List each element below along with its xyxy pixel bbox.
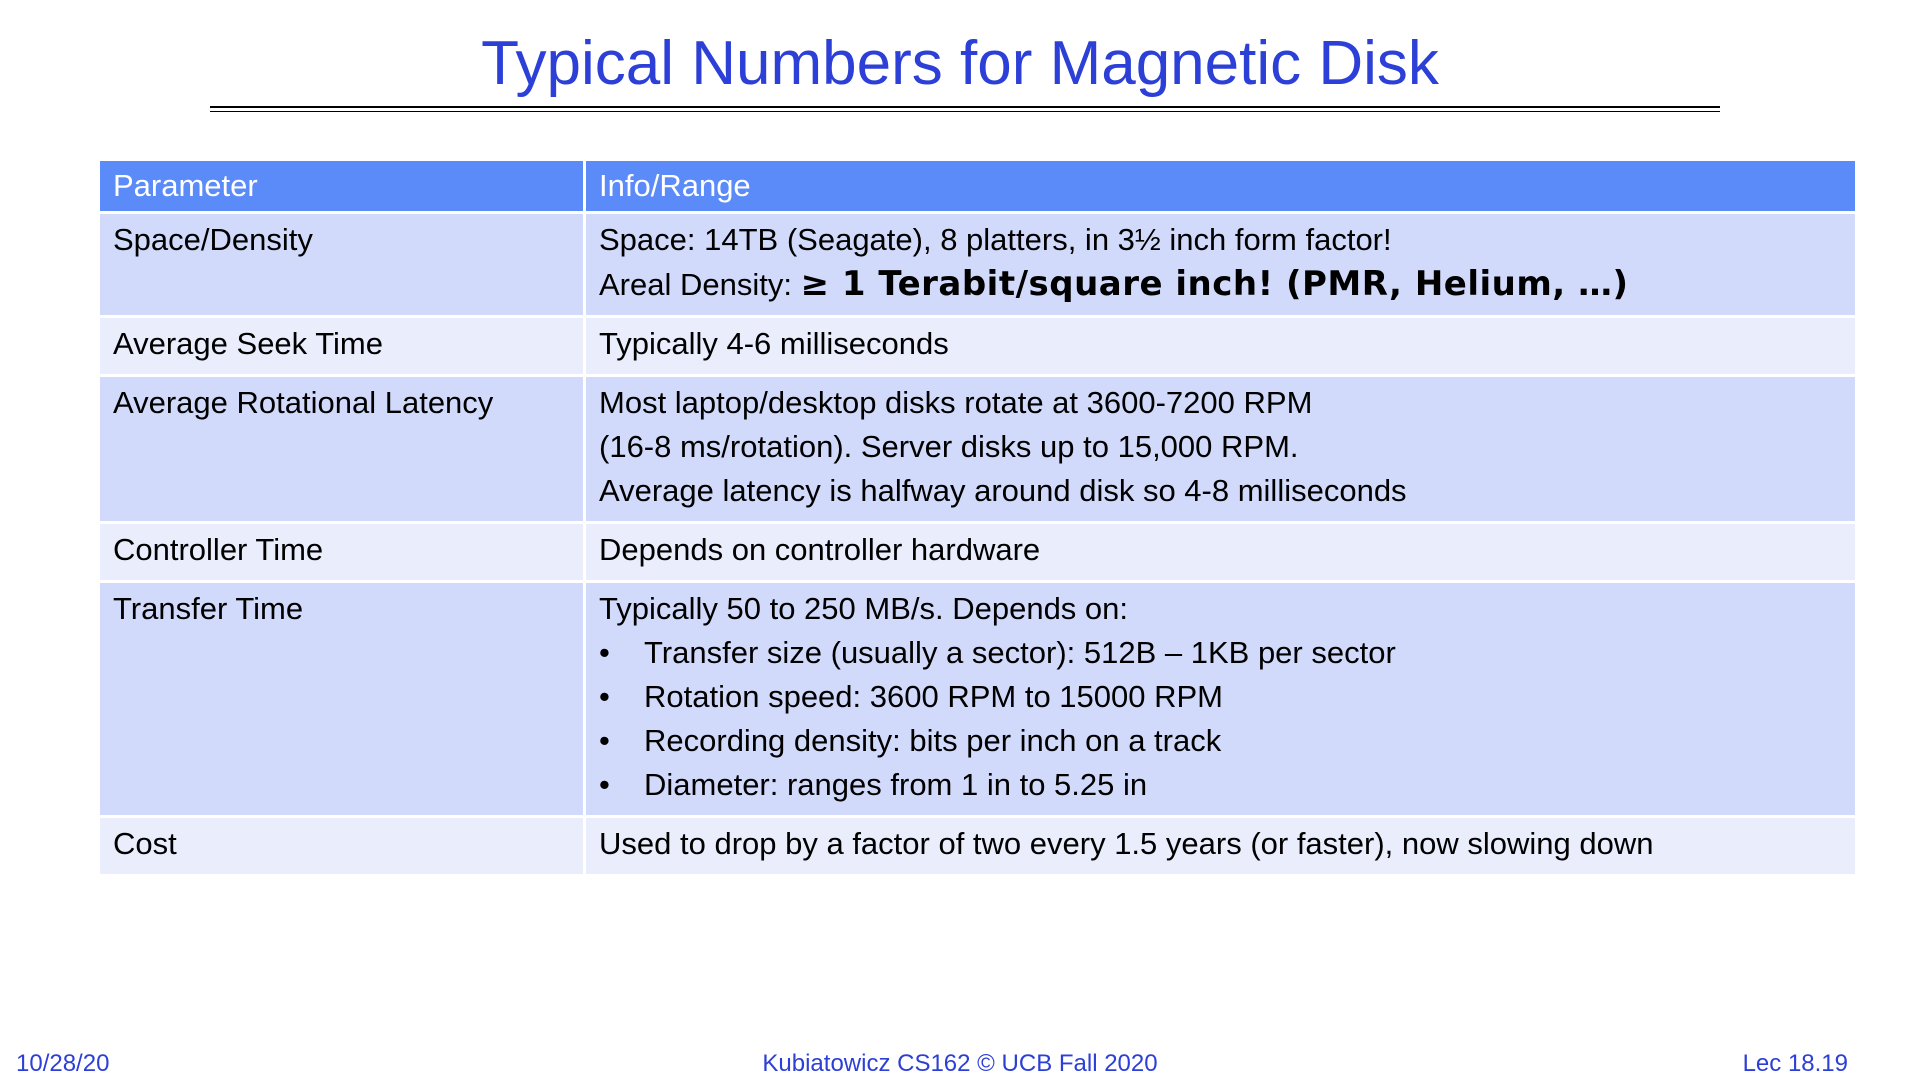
list-item-text: Rotation speed: 3600 RPM to 15000 RPM [644,679,1224,714]
list-item-text: Transfer size (usually a sector): 512B –… [644,635,1396,670]
list-item: • Recording density: bits per inch on a t… [599,719,1842,763]
header-info-range: Info/Range [583,158,1858,214]
list-item: • Rotation speed: 3600 RPM to 15000 RPM [599,675,1842,719]
list-item-text: Diameter: ranges from 1 in to 5.25 in [644,767,1148,802]
bullet-icon: • [599,767,610,802]
info-line: Typically 4-6 milliseconds [599,326,949,361]
table-header-row: Parameter Info/Range [97,158,1858,214]
parameter-cell: Average Rotational Latency [97,374,586,524]
slide-title: Typical Numbers for Magnetic Disk [481,29,1439,98]
info-line: Used to drop by a factor of two every 1.… [599,826,1654,861]
bullet-icon: • [599,723,610,758]
info-line: Depends on controller hardware [599,532,1041,567]
table-row: Cost Used to drop by a factor of two eve… [97,815,1858,877]
info-line: Typically 50 to 250 MB/s. Depends on: [599,591,1129,626]
areal-density-label: Areal Density: [599,267,801,302]
info-line: Average latency is halfway around disk s… [599,473,1407,508]
transfer-factors-list: • Transfer size (usually a sector): 512B … [599,631,1842,807]
table-row: Transfer Time Typically 50 to 250 MB/s. … [97,580,1858,818]
disk-parameters-table: Parameter Info/Range Space/Density Space… [97,158,1858,877]
info-line: Areal Density: ≥ 1 Terabit/square inch! … [599,262,1842,307]
footer-course: Kubiatowicz CS162 © UCB Fall 2020 [762,1050,1158,1077]
footer-date: 10/28/20 [16,1050,110,1077]
list-item-text: Recording density: bits per inch on a tr… [644,723,1222,758]
header-parameter: Parameter [97,158,586,214]
table-row: Average Rotational Latency Most laptop/d… [97,374,1858,524]
parameter-cell: Transfer Time [97,580,586,818]
info-cell: Most laptop/desktop disks rotate at 3600… [583,374,1858,524]
footer-lecture-number: Lec 18.19 [1742,1050,1848,1077]
bullet-icon: • [599,635,610,670]
info-cell: Typically 50 to 250 MB/s. Depends on: • T… [583,580,1858,818]
parameter-cell: Controller Time [97,521,586,583]
list-item: • Diameter: ranges from 1 in to 5.25 in [599,763,1842,807]
table-row: Average Seek Time Typically 4-6 millisec… [97,315,1858,377]
parameter-cell: Space/Density [97,211,586,318]
bullet-icon: • [599,679,610,714]
info-line: Most laptop/desktop disks rotate at 3600… [599,385,1313,420]
parameter-cell: Average Seek Time [97,315,586,377]
info-cell: Depends on controller hardware [583,521,1858,583]
info-cell: Space: 14TB (Seagate), 8 platters, in 3½… [583,211,1858,318]
table-row: Controller Time Depends on controller ha… [97,521,1858,583]
areal-density-value: ≥ 1 Terabit/square inch! (PMR, Helium, …… [800,264,1629,304]
table-row: Space/Density Space: 14TB (Seagate), 8 p… [97,211,1858,318]
info-line: (16-8 ms/rotation). Server disks up to 1… [599,429,1299,464]
info-cell: Used to drop by a factor of two every 1.… [583,815,1858,877]
parameter-cell: Cost [97,815,586,877]
info-cell: Typically 4-6 milliseconds [583,315,1858,377]
title-underline [210,106,1720,112]
list-item: • Transfer size (usually a sector): 512B … [599,631,1842,675]
info-line: Space: 14TB (Seagate), 8 platters, in 3½… [599,222,1392,257]
